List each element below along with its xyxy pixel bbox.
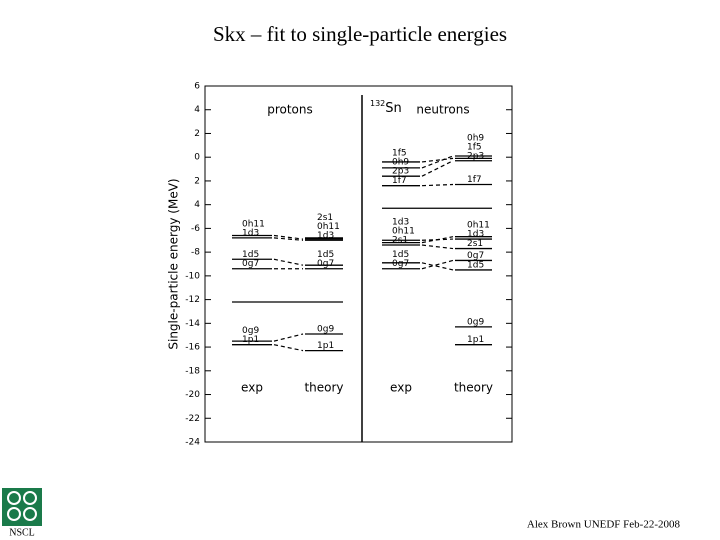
logo-text: NSCL bbox=[9, 527, 35, 538]
level-label: 2p3 bbox=[467, 151, 484, 161]
connector bbox=[421, 259, 454, 270]
level-label: 2s1 bbox=[317, 213, 333, 223]
group-label: protons bbox=[267, 103, 313, 117]
logo-swirl bbox=[23, 507, 37, 521]
level-label: 2p3 bbox=[392, 167, 409, 177]
connector bbox=[421, 183, 454, 187]
y-tick-label: 6 bbox=[194, 82, 200, 92]
level-label: 0h9 bbox=[467, 133, 484, 143]
level-label: 0g7 bbox=[317, 259, 334, 269]
column-label: theory bbox=[454, 381, 493, 395]
level-label: 0g7 bbox=[392, 259, 409, 269]
nucleus: 132Sn bbox=[370, 99, 402, 116]
logo: NSCL bbox=[2, 488, 42, 538]
level-label: 1d5 bbox=[317, 250, 334, 260]
level-label: 2s1 bbox=[467, 239, 483, 249]
column-label: exp bbox=[390, 381, 412, 395]
level-label: 2s1 bbox=[392, 236, 408, 246]
y-tick-label: -16 bbox=[185, 343, 200, 353]
level-label: 1d5 bbox=[467, 260, 484, 270]
y-tick-label: -12 bbox=[185, 295, 200, 305]
element: Sn bbox=[385, 101, 402, 116]
level-label: 0g9 bbox=[467, 317, 484, 327]
y-tick-label: -24 bbox=[185, 438, 200, 448]
y-tick-label: 4 bbox=[194, 105, 200, 115]
level-label: 0g9 bbox=[242, 326, 259, 336]
level-label: 0h11 bbox=[242, 219, 265, 229]
logo-square bbox=[2, 488, 42, 526]
y-axis-label: Single-particle energy (MeV) bbox=[167, 178, 181, 349]
connector bbox=[421, 155, 454, 169]
level-label: 1d3 bbox=[317, 231, 334, 241]
level-label: 1d5 bbox=[242, 250, 259, 260]
level-label: 0h9 bbox=[392, 158, 409, 168]
connector bbox=[421, 244, 454, 250]
level-label: 1p1 bbox=[242, 335, 259, 345]
level-label: 0h11 bbox=[392, 227, 415, 237]
connector bbox=[273, 258, 304, 266]
level-label: 1d3 bbox=[392, 218, 409, 228]
logo-swirl bbox=[7, 507, 21, 521]
connector bbox=[421, 157, 454, 163]
y-tick-label: 2 bbox=[194, 129, 200, 139]
connector bbox=[273, 237, 304, 241]
level-label: 0g7 bbox=[242, 259, 259, 269]
level-label: 0g9 bbox=[317, 325, 334, 335]
column-label: theory bbox=[304, 381, 343, 395]
connector bbox=[421, 236, 454, 244]
y-tick-label: -18 bbox=[185, 366, 200, 376]
y-tick-label: -20 bbox=[185, 390, 200, 400]
level-label: 1p1 bbox=[317, 341, 334, 351]
level-label: 1d5 bbox=[392, 250, 409, 260]
connector bbox=[273, 333, 304, 342]
level-label: 1d3 bbox=[467, 230, 484, 240]
level-label: 1d3 bbox=[242, 228, 259, 238]
y-tick-label: -14 bbox=[185, 319, 200, 329]
footer: Alex Brown UNEDF Feb-22-2008 bbox=[527, 519, 681, 531]
y-tick-label: 4 bbox=[194, 200, 200, 210]
level-label: 1f7 bbox=[392, 176, 407, 186]
column-label: exp bbox=[241, 381, 263, 395]
connector bbox=[273, 234, 304, 240]
level-label: 1f5 bbox=[392, 149, 407, 159]
y-tick-label: -10 bbox=[185, 271, 200, 281]
slide-title: Skx – fit to single-particle energies bbox=[213, 22, 507, 46]
logo-swirl bbox=[7, 491, 21, 505]
y-tick-label: -6 bbox=[191, 224, 200, 234]
level-label: 1f5 bbox=[467, 142, 482, 152]
level-label: 1p1 bbox=[467, 335, 484, 345]
level-label: 1f7 bbox=[467, 175, 482, 185]
mass-number: 132 bbox=[370, 99, 385, 108]
y-tick-label: -8 bbox=[191, 248, 200, 258]
connector bbox=[421, 160, 454, 177]
group-label: neutrons bbox=[416, 103, 469, 117]
logo-swirl bbox=[23, 491, 37, 505]
level-label: 0h11 bbox=[317, 222, 340, 232]
y-tick-label: 0 bbox=[194, 153, 200, 163]
level-label: 0g7 bbox=[467, 251, 484, 261]
connector bbox=[421, 262, 454, 271]
y-tick-label: -22 bbox=[185, 414, 200, 424]
connector bbox=[273, 344, 304, 352]
plot-frame bbox=[204, 85, 513, 443]
level-label: 0h11 bbox=[467, 221, 490, 231]
y-tick-label: 2 bbox=[194, 176, 200, 186]
